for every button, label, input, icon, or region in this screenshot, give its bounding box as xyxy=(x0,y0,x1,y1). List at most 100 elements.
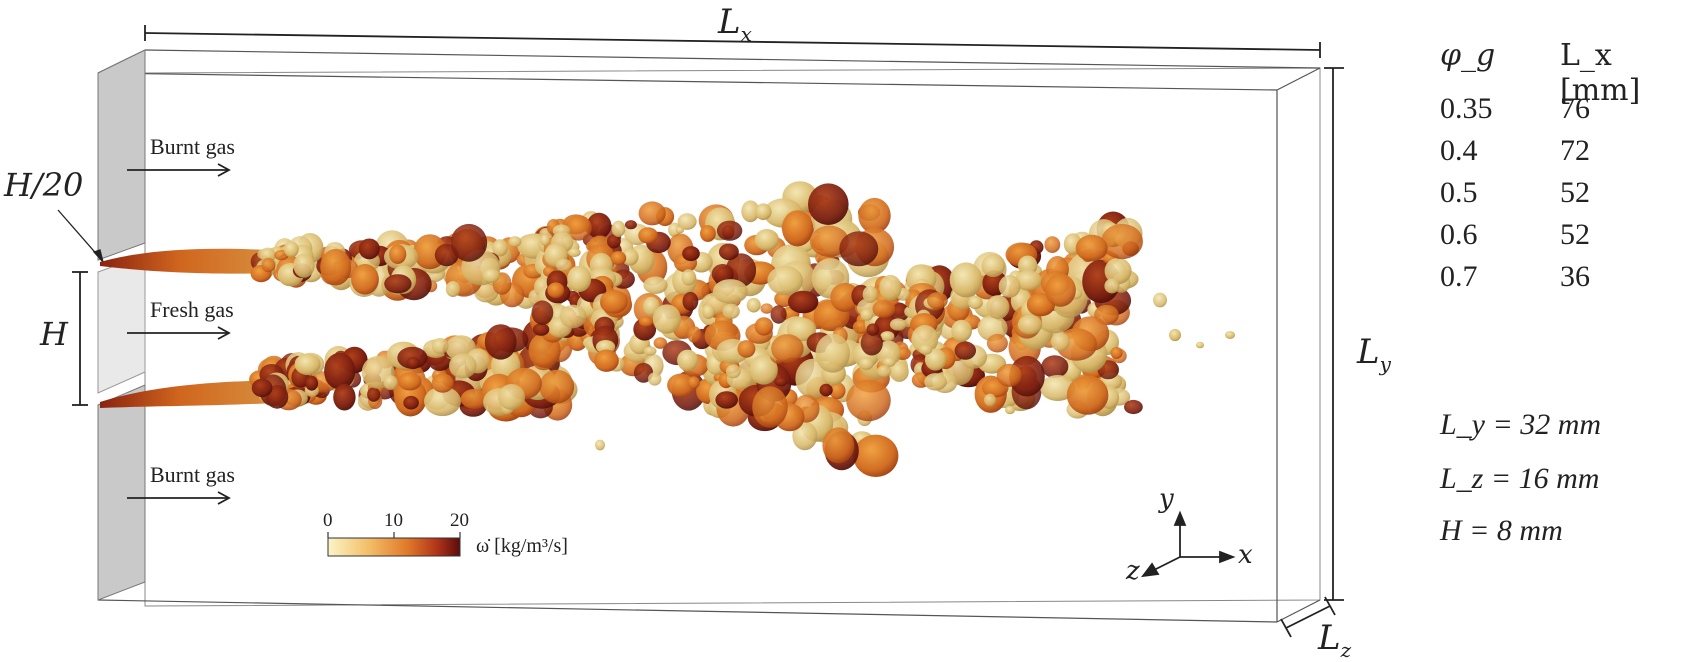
flame-cell xyxy=(565,215,592,241)
flame-cell xyxy=(1044,236,1061,254)
lx-dimension xyxy=(144,25,1321,58)
flame-cell xyxy=(667,373,696,397)
flame-cell xyxy=(555,258,572,272)
flame-surface xyxy=(100,181,1235,477)
flame-cell xyxy=(638,227,658,244)
flame-cell xyxy=(1066,375,1109,415)
flame-cell xyxy=(725,364,741,379)
flame-cell xyxy=(715,391,738,409)
flame-cell xyxy=(653,337,667,349)
flame-cell xyxy=(624,220,637,230)
flame-cell xyxy=(741,200,760,223)
fresh-gas-label: Fresh gas xyxy=(150,297,234,322)
flame-cell xyxy=(889,361,909,382)
flame-cell xyxy=(725,253,757,287)
flame-cell xyxy=(1005,405,1015,415)
flame-cell xyxy=(532,323,550,336)
flame-cell xyxy=(998,275,1021,298)
flame-cell xyxy=(687,376,700,389)
flame-cell xyxy=(819,383,833,397)
flame-cell xyxy=(1124,399,1143,415)
flame-cell xyxy=(774,377,788,387)
lz-label: Lz xyxy=(1318,618,1352,662)
flame-cell xyxy=(1104,257,1132,285)
upper-jet xyxy=(100,248,300,274)
flame-cell xyxy=(621,248,639,266)
flame-cell xyxy=(767,265,803,295)
flame-cell xyxy=(1017,314,1043,335)
flame-cell xyxy=(924,373,947,391)
flame-cell xyxy=(968,295,983,310)
flame-cell xyxy=(406,356,420,370)
flame-cell xyxy=(424,386,461,417)
flame-cell xyxy=(718,243,739,261)
flame-cell xyxy=(815,333,850,373)
flame-cell xyxy=(320,248,352,286)
flame-cell xyxy=(712,279,748,304)
flame-cell xyxy=(445,281,461,297)
flame-cell xyxy=(398,372,422,391)
flame-cell xyxy=(716,220,743,241)
flame-cell xyxy=(996,363,1022,387)
flame-cell xyxy=(431,373,454,393)
flame-cell xyxy=(508,236,522,247)
flame-cell xyxy=(1040,375,1076,401)
flame-cell xyxy=(877,365,892,378)
flame-cell xyxy=(984,393,996,407)
parameter-panel: φ_g L_x [mm] 0.35 76 0.4 72 0.5 52 0.6 52 0.7 36 … xyxy=(1440,30,1700,590)
flame-cell xyxy=(367,387,381,402)
flame-cell xyxy=(643,346,657,356)
flame-cell xyxy=(648,372,662,386)
flame-cell xyxy=(788,290,819,314)
flame-cell xyxy=(890,303,910,322)
h-label: H xyxy=(40,315,68,353)
flame-cell xyxy=(722,303,740,319)
flame-cell xyxy=(862,285,878,303)
flame-cell xyxy=(754,229,780,251)
table-cell-phi: 0.4 xyxy=(1440,134,1478,167)
flame-cell xyxy=(860,330,883,356)
flame-cell xyxy=(449,353,477,379)
flame-cell xyxy=(782,210,814,247)
table-cell-phi: 0.7 xyxy=(1440,260,1478,293)
flame-cell xyxy=(567,265,592,292)
flame-cell xyxy=(450,223,488,262)
flame-cell xyxy=(594,349,619,372)
flame-cell xyxy=(492,239,508,257)
flame-cell xyxy=(872,299,896,318)
flame-cell xyxy=(1153,292,1167,308)
flame-cell xyxy=(702,304,715,320)
flame-cell xyxy=(830,282,860,312)
flame-cell xyxy=(711,264,734,284)
flame-cell xyxy=(293,253,315,278)
flame-cell xyxy=(611,220,626,237)
table-cell-lx: 52 xyxy=(1560,218,1590,251)
table-cell-lx: 36 xyxy=(1560,260,1590,293)
burnt-gas-bottom-label: Burnt gas xyxy=(150,462,235,487)
table-cell-lx: 76 xyxy=(1560,92,1590,125)
lower-jet xyxy=(100,380,300,408)
flame-cell xyxy=(351,264,379,295)
flame-cell xyxy=(333,383,356,411)
flame-cell xyxy=(595,439,605,451)
flame-cell xyxy=(927,292,948,310)
param-h: H = 8 mm xyxy=(1440,514,1563,547)
flame-cell xyxy=(251,378,273,398)
flame-cell xyxy=(652,304,682,334)
flame-cell xyxy=(749,354,778,385)
param-ly: L_y = 32 mm xyxy=(1440,408,1602,441)
table-header-lx: L_x [mm] xyxy=(1560,38,1641,108)
flame-cell xyxy=(860,308,874,321)
param-lz: L_z = 16 mm xyxy=(1440,462,1600,495)
flame-cell xyxy=(677,349,699,371)
colorbar-label: ω̇ [kg/m³/s] xyxy=(476,535,568,557)
colorbar-tick-10: 10 xyxy=(384,510,403,531)
flame-cell xyxy=(681,269,696,286)
inlet-arrows xyxy=(127,163,231,505)
flame-cell xyxy=(498,384,526,410)
table-cell-phi: 0.6 xyxy=(1440,218,1478,251)
flame-cell xyxy=(981,254,1006,278)
flame-cell xyxy=(770,305,787,324)
table-cell-phi: 0.5 xyxy=(1440,176,1478,209)
